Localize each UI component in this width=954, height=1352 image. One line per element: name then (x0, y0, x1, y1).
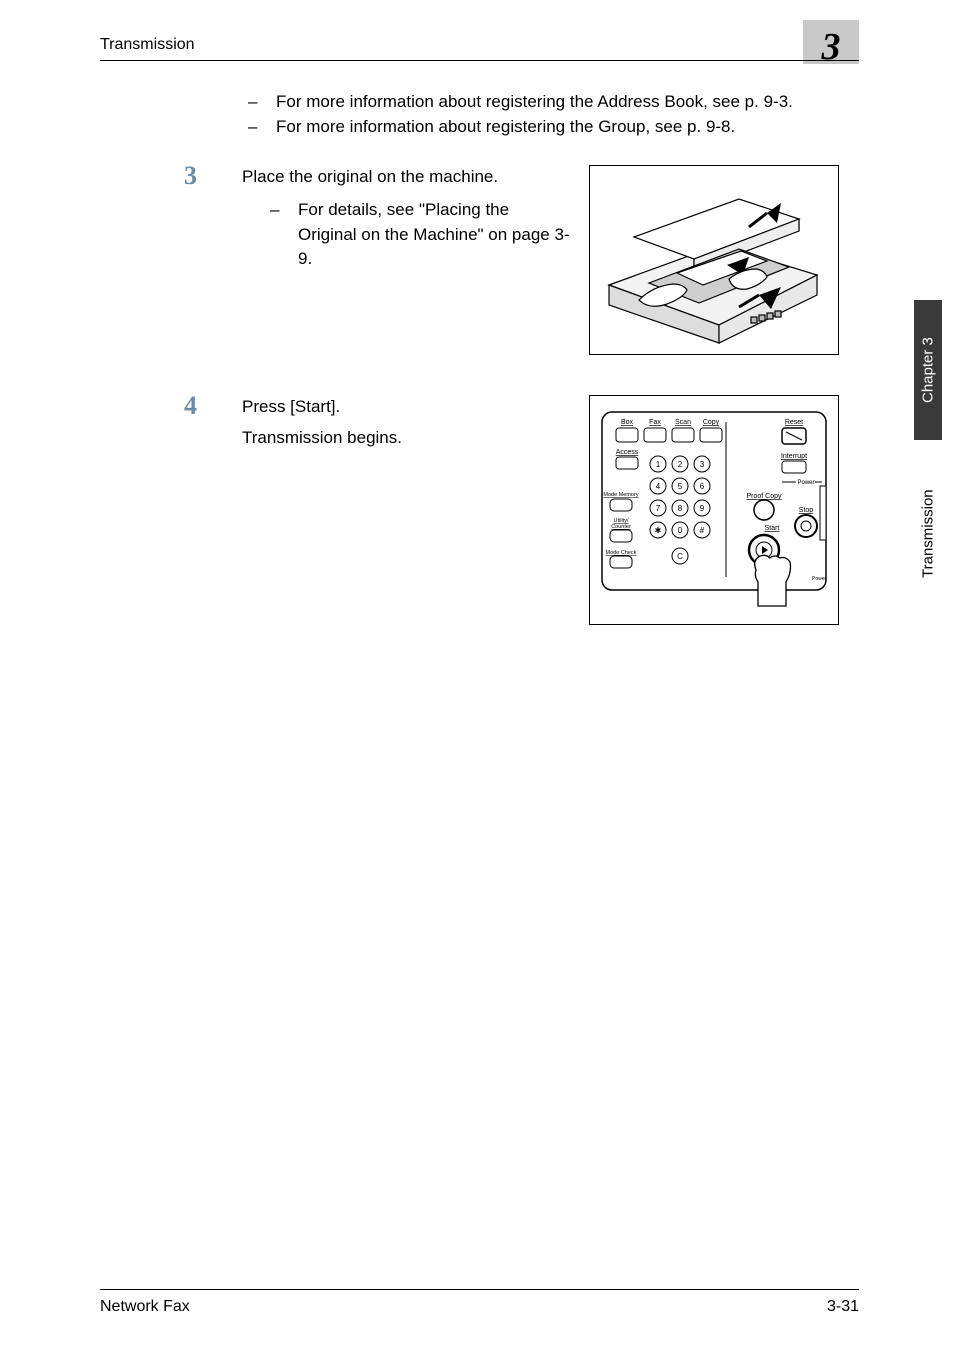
label-reset: Reset (785, 419, 803, 426)
svg-text:5: 5 (678, 482, 683, 491)
step-row: Press [Start]. Transmission begins. (242, 395, 839, 625)
step-body: Place the original on the machine. – For… (242, 161, 839, 355)
footer-right: 3-31 (827, 1298, 859, 1316)
svg-text:8: 8 (678, 504, 683, 513)
step-3: 3 Place the original on the machine. – F… (100, 161, 839, 355)
copier-svg (599, 175, 829, 345)
footer-rule (100, 1289, 859, 1290)
svg-text:Counter: Counter (611, 524, 631, 530)
label-power: Power (797, 480, 814, 486)
svg-text:7: 7 (656, 504, 661, 513)
footer-left: Network Fax (100, 1298, 190, 1316)
sidetab-section: Transmission (914, 444, 942, 624)
intro-bullet-text: For more information about registering t… (276, 90, 839, 115)
svg-text:2: 2 (678, 460, 683, 469)
step-number: 4 (100, 391, 242, 421)
svg-text:9: 9 (700, 504, 705, 513)
content-area: – For more information about registering… (100, 90, 839, 625)
label-mode-check: Mode Check (606, 550, 637, 556)
label-start: Start (765, 525, 780, 532)
sidetab-chapter: Chapter 3 (914, 300, 942, 440)
step-instruction-2: Transmission begins. (242, 426, 571, 451)
step-4: 4 Press [Start]. Transmission begins. (100, 391, 839, 625)
bullet-dash: – (248, 115, 276, 140)
svg-text:Power: Power (812, 576, 827, 582)
svg-text:C: C (677, 552, 683, 561)
label-stop: Stop (799, 507, 814, 514)
step-row: Place the original on the machine. – For… (242, 165, 839, 355)
step-sub-text: For details, see "Placing the Original o… (298, 198, 571, 272)
intro-bullet-text: For more information about registering t… (276, 115, 839, 140)
intro-bullet: – For more information about registering… (248, 90, 839, 115)
chapter-number-box: 3 (803, 20, 859, 64)
bullet-dash: – (270, 198, 298, 272)
bullet-dash: – (248, 90, 276, 115)
header-section-title: Transmission (100, 36, 195, 54)
svg-text:1: 1 (656, 460, 661, 469)
step-instruction: Press [Start]. (242, 395, 571, 420)
svg-text:6: 6 (700, 482, 705, 491)
step-text-column: Place the original on the machine. – For… (242, 165, 571, 272)
intro-bullet: – For more information about registering… (248, 115, 839, 140)
svg-text:4: 4 (656, 482, 661, 491)
illustration-copier (589, 165, 839, 355)
label-box: Box (621, 419, 634, 426)
label-interrupt: Interrupt (781, 453, 807, 460)
label-scan: Scan (675, 419, 691, 426)
label-copy: Copy (703, 419, 720, 426)
label-mode-memory: Mode Memory (603, 492, 638, 498)
label-access: Access (616, 449, 639, 456)
label-proof: Proof Copy (746, 493, 782, 500)
svg-text:#: # (700, 526, 705, 535)
control-panel-svg: Box Fax Scan Copy Access (596, 402, 832, 618)
step-number: 3 (100, 161, 242, 191)
step-text-column: Press [Start]. Transmission begins. (242, 395, 571, 450)
step-sub-bullet: – For details, see "Placing the Original… (270, 198, 571, 272)
step-instruction: Place the original on the machine. (242, 165, 571, 190)
svg-text:✱: ✱ (655, 526, 662, 535)
svg-text:0: 0 (678, 526, 683, 535)
page: Transmission 3 Chapter 3 Transmission – … (0, 0, 954, 1352)
illustration-control-panel: Box Fax Scan Copy Access (589, 395, 839, 625)
svg-text:3: 3 (700, 460, 705, 469)
label-fax: Fax (649, 419, 661, 426)
step-body: Press [Start]. Transmission begins. (242, 391, 839, 625)
header-rule (100, 60, 859, 61)
